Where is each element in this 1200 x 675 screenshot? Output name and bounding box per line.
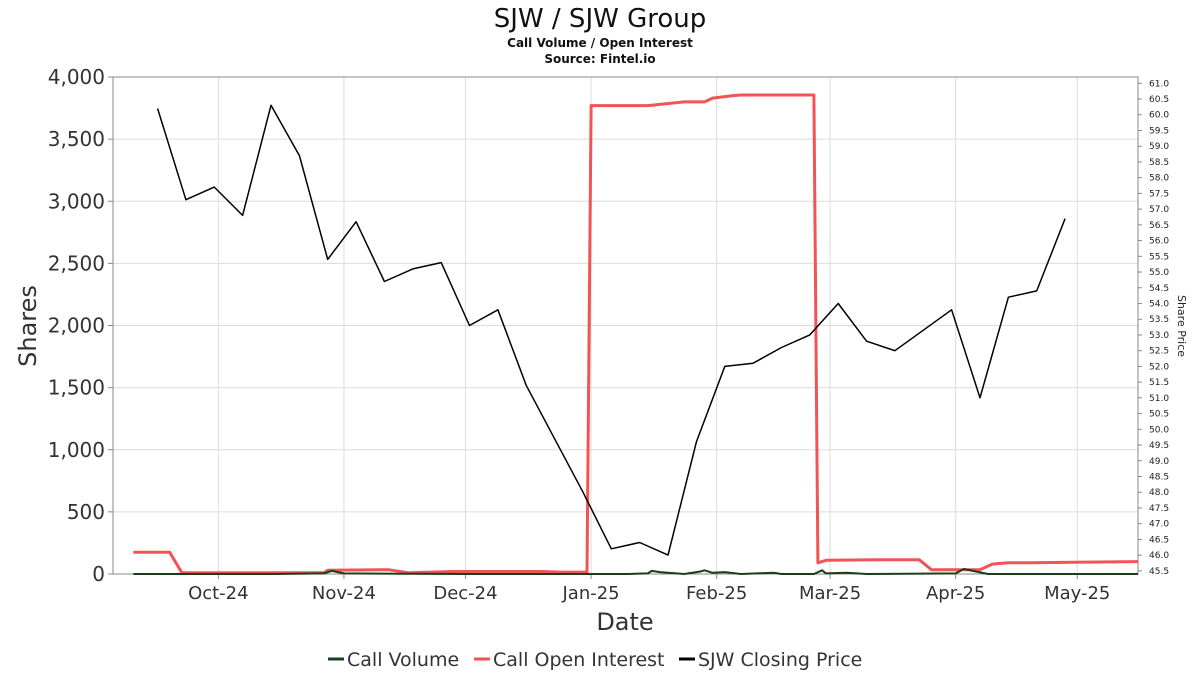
y2-tick-label: 45.5 bbox=[1149, 567, 1169, 577]
y2-tick-label: 60.5 bbox=[1149, 95, 1169, 105]
y2-tick-label: 49.0 bbox=[1149, 457, 1169, 467]
y2-tick-label: 51.5 bbox=[1149, 378, 1169, 388]
y2-tick-label: 55.5 bbox=[1149, 252, 1169, 262]
legend-label-call-volume: Call Volume bbox=[347, 649, 459, 671]
y2-tick-label: 47.0 bbox=[1149, 520, 1169, 530]
y2-tick-label: 53.0 bbox=[1149, 331, 1169, 341]
y2-tick-label: 46.5 bbox=[1149, 535, 1169, 545]
y2-tick-label: 57.5 bbox=[1149, 189, 1169, 199]
x-tick-label: Feb-25 bbox=[686, 583, 747, 604]
x-tick-label: Jan-25 bbox=[561, 583, 619, 604]
y-tick-label: 0 bbox=[92, 562, 105, 586]
y-tick-label: 1,500 bbox=[48, 376, 105, 400]
y-tick-label: 500 bbox=[67, 500, 105, 524]
y-tick-label: 1,000 bbox=[48, 438, 105, 462]
x-tick-label: May-25 bbox=[1044, 583, 1110, 604]
y2-tick-label: 60.0 bbox=[1149, 111, 1169, 121]
legend: Call Volume Call Open Interest SJW Closing… bbox=[328, 649, 862, 671]
y2-axis-label: Share Price bbox=[1175, 295, 1188, 357]
y-tick-label: 2,000 bbox=[48, 314, 105, 338]
chart-source: Source: Fintel.io bbox=[544, 52, 655, 66]
y-tick-label: 2,500 bbox=[48, 251, 105, 275]
y2-tick-label: 55.0 bbox=[1149, 268, 1169, 278]
y-axis: 0 500 1,000 1,500 2,000 2,500 3,000 3,500 4,000 bbox=[48, 65, 113, 586]
y2-tick-label: 52.0 bbox=[1149, 362, 1169, 372]
series-line-sjw-closing-price bbox=[156, 104, 1066, 556]
y2-tick-label: 53.5 bbox=[1149, 315, 1169, 325]
y2-tick-label: 47.5 bbox=[1149, 504, 1169, 514]
y2-tick-label: 56.5 bbox=[1149, 221, 1169, 231]
y2-tick-label: 54.5 bbox=[1149, 284, 1169, 294]
y2-tick-label: 50.0 bbox=[1149, 425, 1169, 435]
y2-tick-label: 59.5 bbox=[1149, 126, 1169, 136]
y2-tick-label: 54.0 bbox=[1149, 299, 1169, 309]
legend-label-call-open-interest: Call Open Interest bbox=[493, 649, 665, 671]
x-axis: Oct-24 Nov-24 Dec-24 Jan-25 Feb-25 Mar-25 Apr-… bbox=[188, 574, 1110, 604]
y2-tick-label: 52.5 bbox=[1149, 347, 1169, 357]
y2-tick-label: 59.0 bbox=[1149, 142, 1169, 152]
x-tick-label: Mar-25 bbox=[799, 583, 861, 604]
y2-tick-label: 46.0 bbox=[1149, 551, 1169, 561]
y2-tick-label: 51.0 bbox=[1149, 394, 1169, 404]
series-layer bbox=[133, 93, 1139, 575]
y-tick-label: 3,000 bbox=[48, 189, 105, 213]
legend-label-sjw-closing-price: SJW Closing Price bbox=[698, 649, 862, 671]
chart-title: SJW / SJW Group bbox=[494, 4, 706, 34]
x-tick-label: Nov-24 bbox=[312, 583, 376, 604]
y2-tick-label: 58.0 bbox=[1149, 174, 1169, 184]
y2-tick-label: 56.0 bbox=[1149, 237, 1169, 247]
y2-tick-label: 58.5 bbox=[1149, 158, 1169, 168]
y2-axis: 45.5 46.0 46.5 47.0 47.5 48.0 48.5 49.0 49.5 50.0… bbox=[1138, 79, 1169, 577]
y2-tick-label: 61.0 bbox=[1149, 79, 1169, 89]
x-tick-label: Dec-24 bbox=[433, 583, 497, 604]
x-tick-label: Apr-25 bbox=[926, 583, 985, 604]
y-axis-label: Shares bbox=[14, 285, 42, 367]
y-tick-label: 4,000 bbox=[48, 65, 105, 89]
series-line-call-volume bbox=[133, 568, 1138, 575]
y2-tick-label: 49.5 bbox=[1149, 441, 1169, 451]
x-tick-label: Oct-24 bbox=[188, 583, 249, 604]
grid-layer bbox=[113, 77, 1138, 574]
series-line-call-open-interest bbox=[133, 93, 1139, 575]
y2-tick-label: 50.5 bbox=[1149, 410, 1169, 420]
y2-tick-label: 48.5 bbox=[1149, 472, 1169, 482]
y2-tick-label: 48.0 bbox=[1149, 488, 1169, 498]
chart-subtitle: Call Volume / Open Interest bbox=[507, 36, 693, 50]
y-tick-label: 3,500 bbox=[48, 127, 105, 151]
y2-tick-label: 57.0 bbox=[1149, 205, 1169, 215]
x-axis-label: Date bbox=[596, 608, 653, 636]
